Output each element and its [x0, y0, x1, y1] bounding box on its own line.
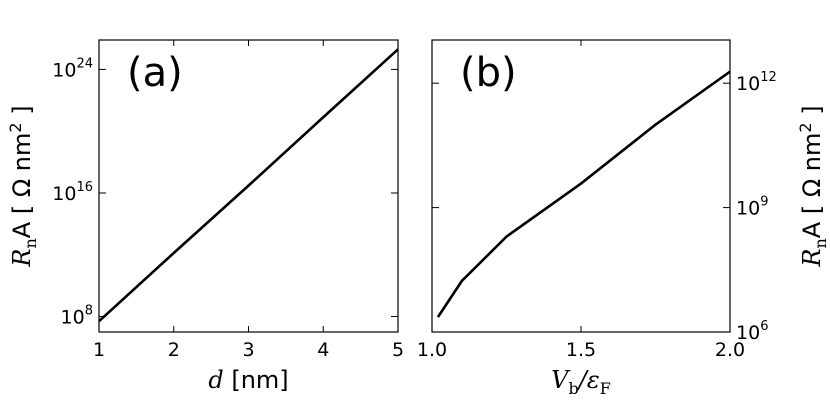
y-label-after: A [ Ω nm — [798, 133, 826, 239]
y-label-after: A [ Ω nm — [8, 133, 36, 239]
tick-base: 10 — [52, 59, 76, 81]
y-tick-label: 1012 — [736, 70, 777, 95]
tick-exponent: 12 — [760, 70, 777, 85]
y-tick-label: 106 — [736, 319, 768, 344]
x-tick-label: 5 — [392, 339, 404, 361]
tick-exponent: 24 — [76, 56, 93, 71]
x-label-sub: F — [600, 379, 611, 398]
tick-exponent: 6 — [760, 319, 768, 334]
x-label-mid: /ε — [577, 366, 600, 394]
x-label-unit: [nm] — [224, 366, 289, 394]
tick-exponent: 16 — [76, 180, 93, 195]
y-label-main: R — [8, 249, 36, 268]
x-label-var: V — [551, 366, 571, 394]
x-label-var: d — [208, 366, 223, 394]
y-label-sup: 2 — [6, 122, 25, 132]
x-tick-label: 2 — [168, 339, 180, 361]
y-tick-label: 1024 — [52, 56, 93, 81]
tick-base: 10 — [736, 322, 760, 344]
tick-exponent: 8 — [85, 304, 93, 319]
x-tick-label: 3 — [242, 339, 254, 361]
y-label-end: ] — [8, 105, 36, 122]
x-axis-label: d [nm] — [208, 366, 288, 394]
y-label-sub: n — [21, 238, 40, 248]
y-label-end: ] — [798, 105, 826, 122]
tick-base: 10 — [736, 73, 760, 95]
data-line — [98, 48, 399, 323]
y-label-sup: 2 — [796, 122, 815, 132]
x-axis-label: Vb/εF — [551, 366, 611, 398]
x-tick-label: 1.5 — [566, 339, 596, 361]
y-axis-label: RnA [ Ω nm2 ] — [6, 105, 40, 267]
y-tick-label: 108 — [61, 304, 93, 329]
x-tick-label: 4 — [317, 339, 329, 361]
y-tick-label: 1016 — [52, 180, 93, 205]
x-tick-label: 1.0 — [417, 339, 447, 361]
tick-base: 10 — [736, 198, 760, 220]
y-label-main: R — [798, 249, 826, 268]
data-line — [436, 70, 731, 318]
x-label-sub: b — [569, 379, 579, 398]
tick-base: 10 — [52, 183, 76, 205]
tick-exponent: 9 — [760, 195, 768, 210]
x-tick-label: 1 — [93, 339, 105, 361]
y-label-sub: n — [811, 238, 830, 248]
y-axis-label: RnA [ Ω nm2 ] — [796, 105, 830, 267]
panel-label: (a) — [127, 50, 183, 96]
x-tick-label: 2.0 — [715, 339, 745, 361]
tick-base: 10 — [61, 307, 85, 329]
panel-label: (b) — [460, 50, 517, 96]
y-tick-label: 109 — [736, 195, 768, 220]
